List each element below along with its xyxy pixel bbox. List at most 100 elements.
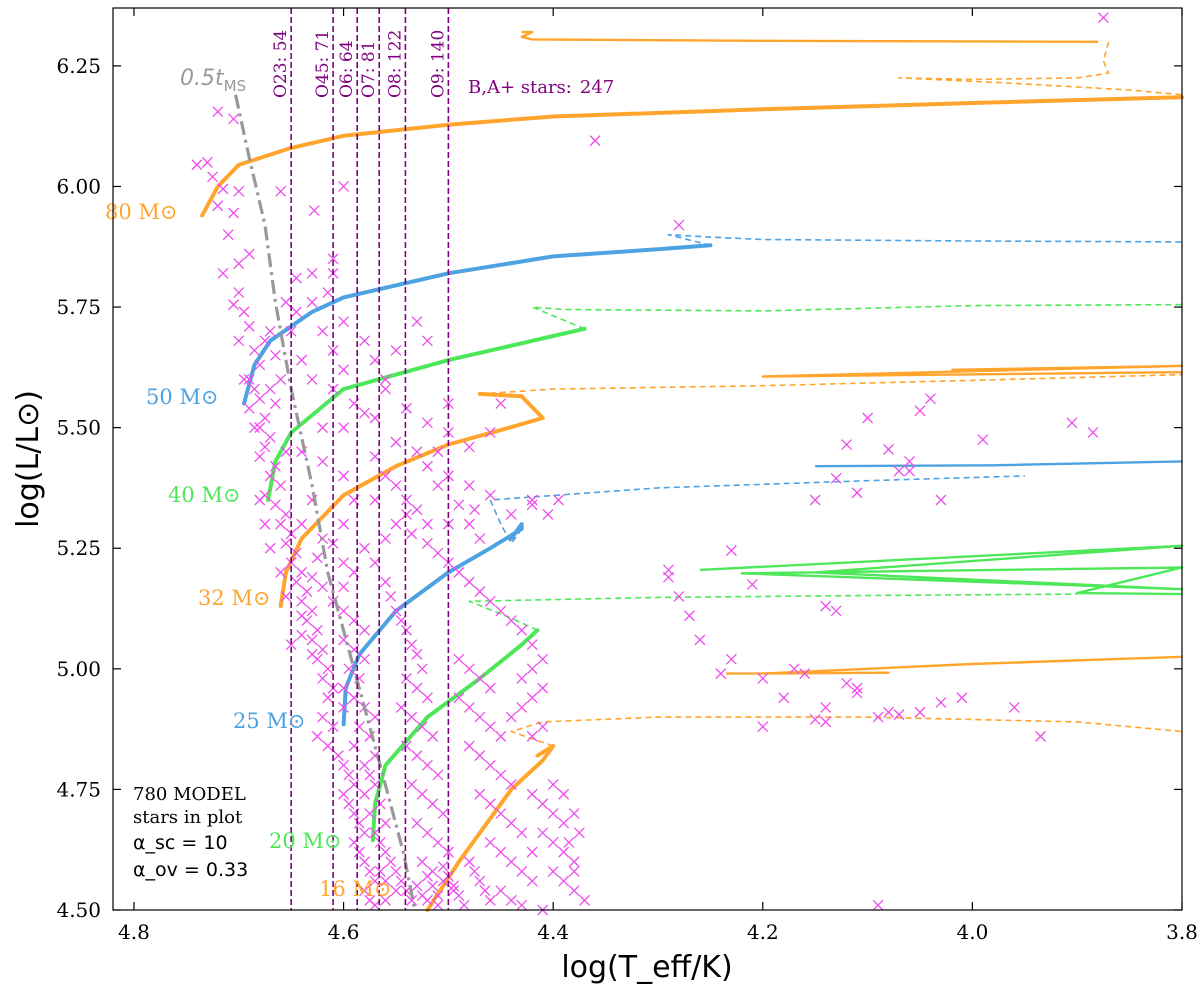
stars [191, 12, 1109, 916]
star-marker [338, 181, 350, 192]
star-marker [238, 373, 250, 385]
star-marker [463, 441, 475, 453]
star-marker [191, 159, 203, 171]
tick-labels: 4.8 4.6 4.4 4.2 4.0 3.8 4.50 4.75 5.00 5.25 5.50 5.… [56, 54, 1197, 944]
track-40-dashed [531, 303, 1183, 330]
track-25-dashed [489, 475, 1025, 545]
star-marker [254, 494, 266, 506]
star-marker [914, 405, 926, 417]
half-tms-line [234, 94, 417, 911]
star-marker [914, 706, 926, 718]
star-marker [505, 856, 517, 868]
star-marker [380, 875, 391, 887]
half-tms-label: 0.5tMS [180, 66, 246, 95]
star-marker [380, 470, 391, 482]
star-marker [306, 267, 318, 279]
track-25-main-sequence [341, 522, 524, 727]
star-marker [453, 890, 465, 901]
star-marker [217, 267, 229, 279]
star-marker [222, 229, 234, 241]
star-marker [746, 578, 758, 590]
mass-label-40: 40 M⊙ [168, 483, 241, 507]
star-marker [411, 648, 423, 660]
star-marker [526, 663, 538, 675]
star-marker [788, 663, 800, 675]
star-marker [552, 494, 564, 506]
star-marker [474, 788, 486, 800]
star-marker [416, 856, 428, 868]
star-marker [516, 865, 528, 877]
star-marker [484, 682, 496, 694]
bin-label-o23: O23: 54 [271, 30, 291, 98]
star-marker [872, 899, 884, 911]
star-marker [558, 875, 570, 887]
star-marker [579, 894, 591, 906]
star-marker [275, 480, 287, 491]
track-16-dashed [510, 716, 1183, 747]
y-tick-label: 5.00 [56, 657, 101, 681]
track-80-dashed [898, 41, 1183, 96]
x-tick-label: 4.6 [328, 920, 360, 944]
star-marker [228, 113, 239, 125]
star-marker [935, 494, 947, 506]
track-16-main-sequence [425, 744, 556, 912]
info-alpha-ov: α_ov = 0.33 [133, 859, 248, 881]
star-marker [400, 624, 412, 636]
star-marker [353, 846, 365, 858]
star-marker [427, 730, 439, 742]
star-marker [495, 885, 507, 897]
star-marker [343, 769, 355, 781]
star-marker [411, 682, 423, 694]
star-marker [558, 788, 570, 800]
star-marker [479, 885, 491, 897]
x-axis-title: log(T_eff/K) [561, 950, 732, 985]
star-marker [463, 663, 475, 675]
star-marker [809, 494, 821, 506]
star-marker [589, 135, 601, 147]
star-marker [715, 668, 727, 680]
star-marker [883, 443, 895, 455]
star-marker [437, 861, 449, 873]
mass-labels: 80 M⊙ 50 M⊙ 40 M⊙ 32 M⊙ 25 M⊙ 20 M⊙ 16 M⊙ [105, 200, 392, 901]
mass-label-16: 16 M⊙ [319, 877, 392, 901]
star-marker [364, 865, 376, 877]
track-20-main-sequence [370, 628, 540, 843]
star-marker [380, 576, 391, 588]
star-marker [296, 354, 308, 366]
star-marker [338, 316, 350, 327]
star-marker [207, 171, 219, 183]
bin-label-o45: O45: 71 [313, 30, 333, 98]
star-marker [269, 499, 281, 511]
star-marker [233, 335, 245, 347]
star-marker [359, 335, 370, 347]
star-marker [327, 253, 339, 265]
star-marker [380, 373, 391, 385]
star-marker [484, 894, 496, 906]
star-marker [280, 446, 292, 458]
star-marker [311, 552, 323, 564]
star-marker [421, 518, 433, 530]
star-marker [317, 711, 329, 723]
star-marker [280, 509, 292, 520]
star-marker [904, 455, 915, 467]
plot-frame [112, 7, 1183, 911]
star-marker [872, 711, 884, 723]
track-25-post-ms [815, 460, 1183, 468]
star-marker [453, 499, 465, 511]
x-tick-label: 4.0 [956, 920, 988, 944]
y-axis-title: log(L/L⊙) [11, 390, 46, 528]
star-marker [1008, 701, 1020, 713]
star-marker [269, 349, 281, 361]
bin-label-o7: O7: 81 [359, 40, 379, 98]
star-marker [311, 624, 323, 636]
star-marker [275, 566, 287, 578]
star-marker [416, 890, 428, 901]
star-marker [369, 827, 381, 839]
star-marker [290, 547, 302, 559]
star-marker [558, 817, 570, 829]
star-marker [275, 185, 287, 197]
star-marker [322, 287, 334, 299]
star-marker [411, 880, 423, 892]
star-marker [977, 434, 989, 446]
star-marker [343, 663, 355, 675]
